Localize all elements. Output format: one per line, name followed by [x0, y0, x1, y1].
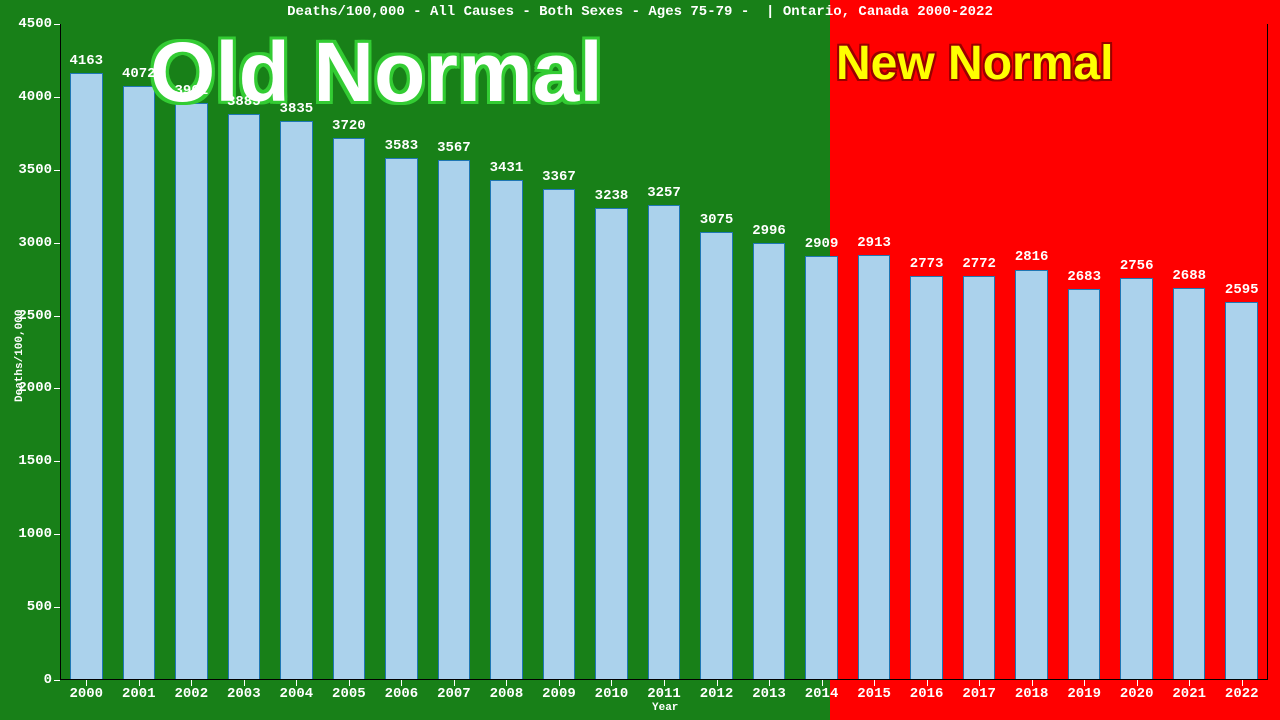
y-tick-line [54, 607, 60, 608]
plot-border-right [1267, 24, 1268, 680]
bar [858, 255, 891, 680]
x-tick-label: 2000 [69, 686, 103, 702]
bar-value-label: 3238 [595, 188, 629, 204]
x-tick-label: 2004 [280, 686, 314, 702]
bar [648, 205, 681, 680]
y-tick-label: 4500 [18, 16, 52, 32]
x-tick-label: 2013 [752, 686, 786, 702]
bar [438, 160, 471, 680]
x-tick-label: 2001 [122, 686, 156, 702]
bar-value-label: 4072 [122, 66, 156, 82]
y-axis-label: Deaths/100,000 [14, 310, 26, 402]
bar-value-label: 2688 [1172, 268, 1206, 284]
bar [1068, 289, 1101, 680]
x-tick-label: 2014 [805, 686, 839, 702]
plot-border-left [60, 24, 61, 680]
bar [385, 158, 418, 680]
bar-value-label: 3835 [280, 101, 314, 117]
bar-value-label: 3720 [332, 118, 366, 134]
y-tick-label: 500 [27, 599, 52, 615]
bar-value-label: 4163 [69, 53, 103, 69]
y-tick-line [54, 170, 60, 171]
bar [70, 73, 103, 680]
y-tick-label: 4000 [18, 89, 52, 105]
bar-value-label: 3431 [490, 160, 524, 176]
x-tick-label: 2019 [1067, 686, 1101, 702]
x-tick-label: 2018 [1015, 686, 1049, 702]
bar [280, 121, 313, 680]
x-tick-label: 2020 [1120, 686, 1154, 702]
bar-value-label: 3961 [174, 83, 208, 99]
bar [333, 138, 366, 680]
bar [123, 86, 156, 680]
y-tick-label: 3500 [18, 162, 52, 178]
x-tick-label: 2021 [1172, 686, 1206, 702]
x-tick-label: 2006 [385, 686, 419, 702]
bar-value-label: 2996 [752, 223, 786, 239]
bar-value-label: 2913 [857, 235, 891, 251]
x-tick-label: 2017 [962, 686, 996, 702]
chart-stage: Deaths/100,000 - All Causes - Both Sexes… [0, 0, 1280, 720]
bar [805, 256, 838, 680]
bar [1120, 278, 1153, 680]
bar [228, 114, 261, 680]
bar-value-label: 2756 [1120, 258, 1154, 274]
bar [910, 276, 943, 680]
bar [490, 180, 523, 680]
x-tick-label: 2015 [857, 686, 891, 702]
x-tick-label: 2022 [1225, 686, 1259, 702]
y-tick-line [54, 388, 60, 389]
bar [1015, 270, 1048, 681]
chart-title: Deaths/100,000 - All Causes - Both Sexes… [0, 4, 1280, 20]
y-tick-line [54, 243, 60, 244]
y-tick-label: 3000 [18, 235, 52, 251]
y-tick-line [54, 534, 60, 535]
x-tick-label: 2007 [437, 686, 471, 702]
x-tick-label: 2008 [490, 686, 524, 702]
x-tick-label: 2002 [174, 686, 208, 702]
bar-value-label: 3257 [647, 185, 681, 201]
bar-value-label: 3367 [542, 169, 576, 185]
bar-value-label: 2773 [910, 256, 944, 272]
x-tick-label: 2012 [700, 686, 734, 702]
bar [963, 276, 996, 680]
y-tick-line [54, 97, 60, 98]
y-tick-label: 0 [44, 672, 52, 688]
y-tick-line [54, 680, 60, 681]
x-tick-label: 2011 [647, 686, 681, 702]
bar-value-label: 3583 [385, 138, 419, 154]
bar [543, 189, 576, 680]
bar-value-label: 3885 [227, 94, 261, 110]
bar [1173, 288, 1206, 680]
bar [753, 243, 786, 680]
bar-value-label: 2772 [962, 256, 996, 272]
y-tick-line [54, 316, 60, 317]
x-tick-label: 2009 [542, 686, 576, 702]
bar [175, 103, 208, 680]
bar [1225, 302, 1258, 680]
bar [595, 208, 628, 680]
x-tick-label: 2016 [910, 686, 944, 702]
y-tick-label: 1500 [18, 453, 52, 469]
bar-value-label: 2683 [1067, 269, 1101, 285]
bar [700, 232, 733, 680]
x-axis-label: Year [652, 702, 678, 714]
x-tick-label: 2010 [595, 686, 629, 702]
bar-value-label: 2909 [805, 236, 839, 252]
x-tick-label: 2003 [227, 686, 261, 702]
bar-value-label: 2816 [1015, 249, 1049, 265]
y-tick-line [54, 24, 60, 25]
bar-value-label: 3567 [437, 140, 471, 156]
plot-area [60, 24, 1268, 680]
bar-value-label: 3075 [700, 212, 734, 228]
x-tick-label: 2005 [332, 686, 366, 702]
bar-value-label: 2595 [1225, 282, 1259, 298]
y-tick-label: 1000 [18, 526, 52, 542]
y-tick-line [54, 461, 60, 462]
